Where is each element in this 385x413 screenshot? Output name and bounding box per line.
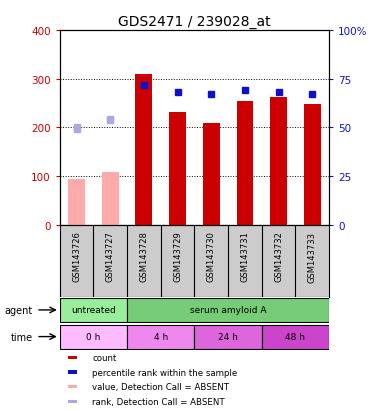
Bar [262,325,329,349]
Bar [68,385,77,389]
Bar [60,325,127,349]
Text: agent: agent [5,305,33,315]
Text: count: count [92,353,116,362]
Bar [203,123,220,225]
Text: GSM143730: GSM143730 [207,231,216,282]
Bar [127,325,194,349]
Bar [169,113,186,225]
Title: GDS2471 / 239028_at: GDS2471 / 239028_at [118,14,271,28]
Text: value, Detection Call = ABSENT: value, Detection Call = ABSENT [92,382,229,391]
Bar [68,370,77,374]
Text: 0 h: 0 h [86,332,100,341]
Text: 24 h: 24 h [218,332,238,341]
Bar [102,173,119,225]
Bar [136,75,152,225]
Text: GSM143732: GSM143732 [274,231,283,282]
Text: GSM143727: GSM143727 [106,231,115,282]
Bar [68,179,85,225]
Text: GSM143733: GSM143733 [308,231,317,282]
Text: GSM143726: GSM143726 [72,231,81,282]
Bar [60,298,127,322]
Bar [236,102,253,225]
Bar [68,400,77,403]
Bar [304,105,321,225]
Text: untreated: untreated [71,306,116,315]
Text: GSM143729: GSM143729 [173,231,182,282]
Bar [127,298,329,322]
Bar [68,356,77,359]
Text: 48 h: 48 h [286,332,305,341]
Text: percentile rank within the sample: percentile rank within the sample [92,368,237,377]
Text: 4 h: 4 h [154,332,168,341]
Text: time: time [11,332,33,342]
Text: GSM143731: GSM143731 [241,231,249,282]
Text: GSM143728: GSM143728 [139,231,148,282]
Bar [270,98,287,225]
Bar [194,325,262,349]
Text: rank, Detection Call = ABSENT: rank, Detection Call = ABSENT [92,397,224,406]
Text: serum amyloid A: serum amyloid A [190,306,266,315]
